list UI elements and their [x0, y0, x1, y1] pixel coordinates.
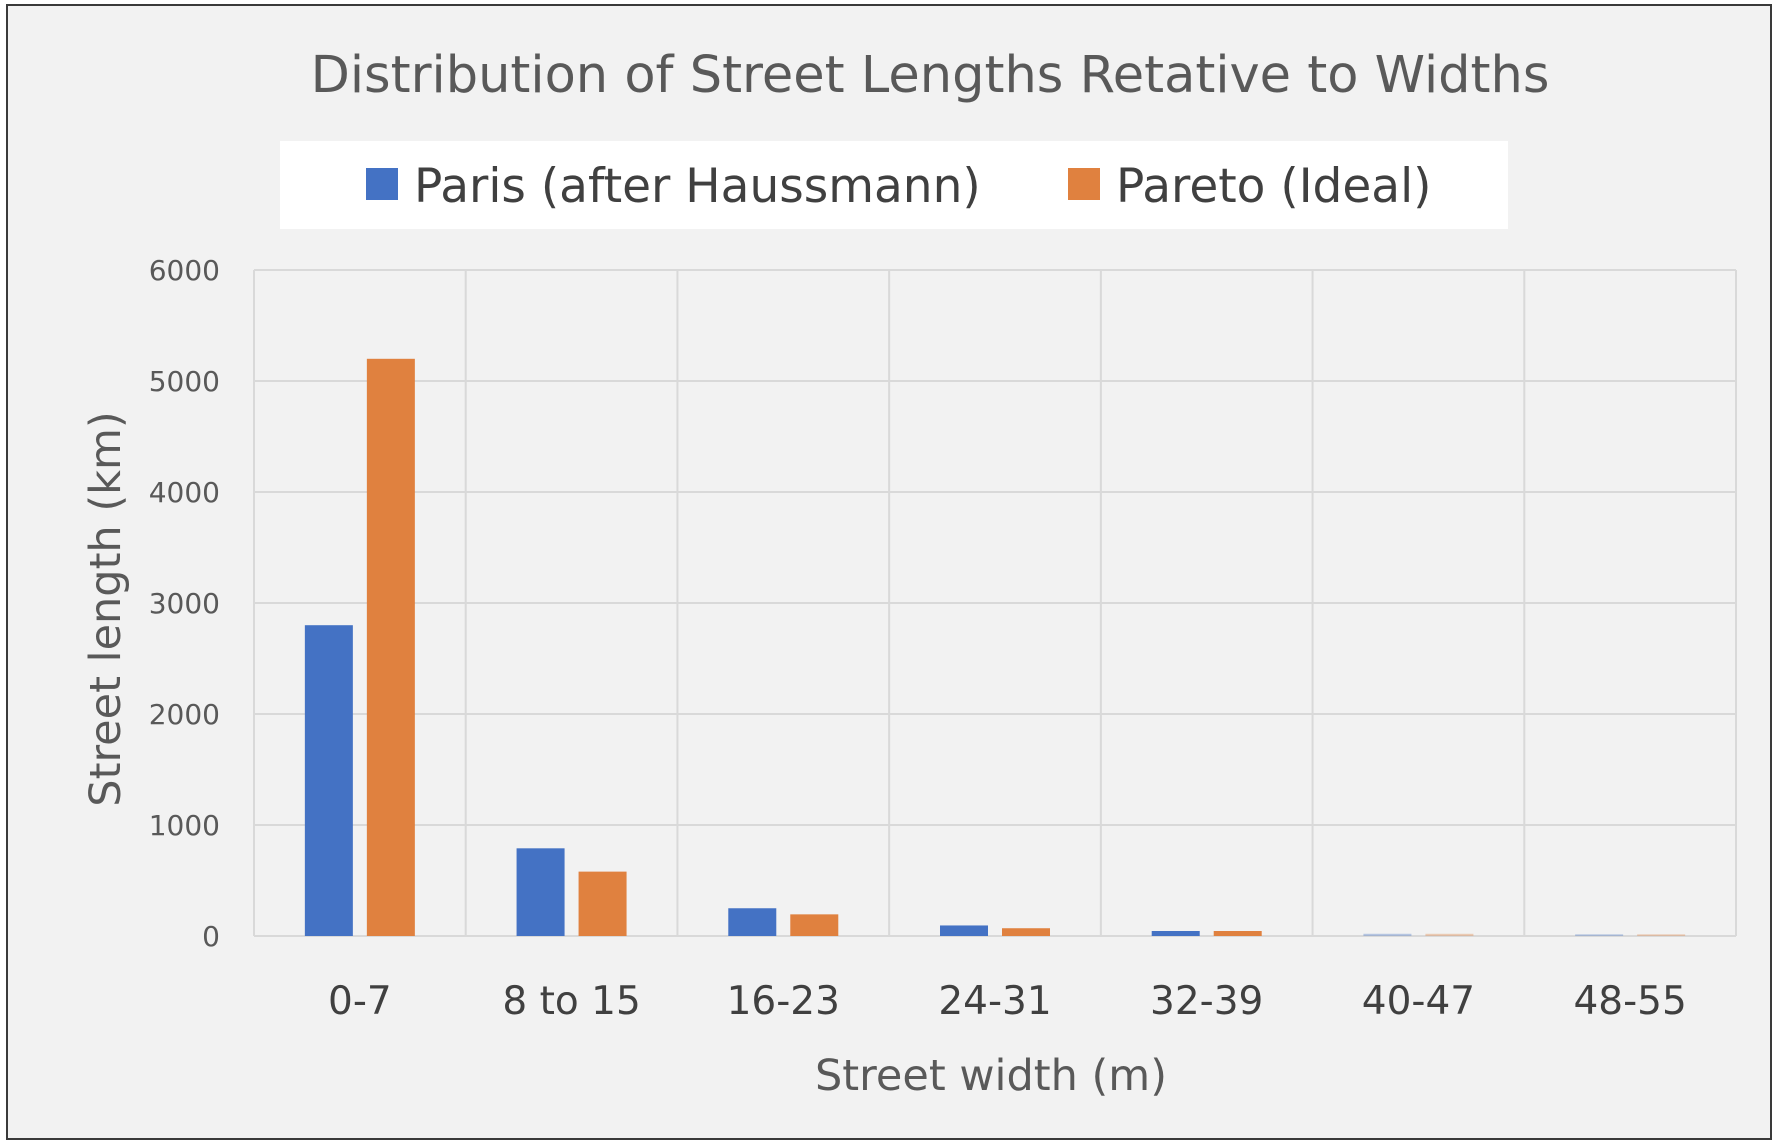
bar-pareto-0 — [366, 358, 415, 936]
legend-swatch-paris — [366, 168, 398, 200]
x-category-label: 32-39 — [1150, 979, 1263, 1024]
bar-pareto-2 — [790, 914, 839, 936]
x-category-label: 0-7 — [328, 979, 392, 1024]
legend: Paris (after Haussmann) Pareto (Ideal) — [366, 159, 1432, 214]
gridlines — [253, 269, 1737, 937]
y-tick-label: 1000 — [149, 809, 220, 842]
legend-swatch-pareto — [1068, 168, 1100, 200]
bar-chart: Distribution of Street Lengths Retative … — [81, 46, 1737, 1101]
bar-paris-6 — [1575, 934, 1624, 936]
bar-paris-3 — [940, 925, 988, 936]
x-category-label: 24-31 — [938, 979, 1051, 1024]
legend-box — [280, 141, 1508, 229]
chart-title: Distribution of Street Lengths Retative … — [311, 46, 1550, 105]
x-category-label: 16-23 — [727, 979, 840, 1024]
bar-pareto-3 — [1002, 928, 1050, 936]
bar-paris-4 — [1151, 931, 1200, 936]
bar-pareto-4 — [1213, 931, 1262, 936]
chart-frame: Distribution of Street Lengths Retative … — [6, 4, 1772, 1140]
bar-pareto-6 — [1637, 934, 1686, 936]
bars — [304, 358, 1686, 936]
y-tick-label: 2000 — [149, 698, 220, 731]
x-category-label: 40-47 — [1362, 979, 1475, 1024]
legend-label-paris: Paris (after Haussmann) — [414, 159, 981, 214]
y-axis-title: Street length (km) — [81, 411, 131, 806]
legend-label-pareto: Pareto (Ideal) — [1116, 159, 1432, 214]
bar-pareto-5 — [1425, 933, 1474, 936]
bar-paris-0 — [304, 625, 353, 936]
y-axis-ticks: 0 1000 2000 3000 4000 5000 6000 — [149, 254, 220, 953]
bar-paris-1 — [516, 848, 565, 936]
y-tick-label: 6000 — [149, 254, 220, 287]
y-tick-label: 3000 — [149, 587, 220, 620]
bar-pareto-1 — [578, 871, 627, 936]
x-category-label: 48-55 — [1573, 979, 1686, 1024]
bar-paris-5 — [1363, 933, 1412, 936]
x-axis-title: Street width (m) — [815, 1051, 1167, 1101]
x-category-label: 8 to 15 — [502, 979, 640, 1024]
y-tick-label: 4000 — [149, 476, 220, 509]
bar-paris-2 — [728, 908, 777, 936]
x-axis-categories: 0-7 8 to 15 16-23 24-31 32-39 40-47 48-55 — [328, 979, 1687, 1024]
y-tick-label: 0 — [202, 920, 220, 953]
y-tick-label: 5000 — [149, 365, 220, 398]
